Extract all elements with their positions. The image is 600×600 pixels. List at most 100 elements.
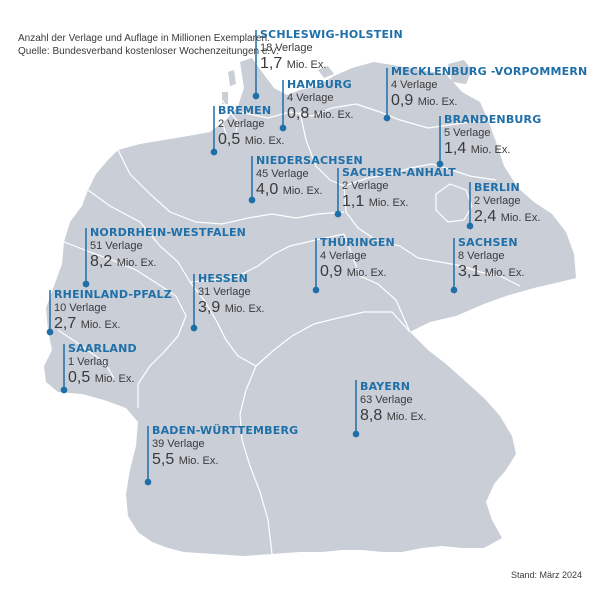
circulation-value: 0,5 xyxy=(68,369,91,386)
state-name: SCHLESWIG-HOLSTEIN xyxy=(260,28,403,41)
state-name: SAARLAND xyxy=(68,342,137,355)
publisher-count: 2 Verlage xyxy=(474,195,521,207)
circulation-unit: Mio. Ex. xyxy=(244,135,285,147)
state-name: RHEINLAND-PFALZ xyxy=(54,288,172,301)
circulation: 0,5 Mio. Ex. xyxy=(68,369,137,388)
publisher-count: 39 Verlage xyxy=(152,438,205,450)
publisher-count: 45 Verlage xyxy=(256,168,309,180)
circulation: 8,2 Mio. Ex. xyxy=(90,253,246,272)
circulation-unit: Mio. Ex. xyxy=(178,455,219,467)
circulation-value: 2,7 xyxy=(54,315,77,332)
state-name: MECKLENBURG -VORPOMMERN xyxy=(391,65,588,78)
circulation-unit: Mio. Ex. xyxy=(286,59,327,71)
circulation-value: 1,4 xyxy=(444,140,467,157)
germany-outline xyxy=(44,58,576,556)
circulation-unit: Mio. Ex. xyxy=(470,144,511,156)
circulation: 2,7 Mio. Ex. xyxy=(54,315,172,334)
publisher-count: 31 Verlage xyxy=(198,286,251,298)
label-sachsen: SACHSEN 8 Verlage 3,1 Mio. Ex. xyxy=(458,236,524,282)
publisher-count: 51 Verlage xyxy=(90,240,143,252)
state-name: BRANDENBURG xyxy=(444,113,542,126)
fehmarn-island xyxy=(318,66,334,78)
circulation: 2,4 Mio. Ex. xyxy=(474,208,540,227)
label-baden-wuerttemberg: BADEN-WÜRTTEMBERG 39 Verlage 5,5 Mio. Ex… xyxy=(152,424,298,470)
state-name: HESSEN xyxy=(198,272,248,285)
state-name: BADEN-WÜRTTEMBERG xyxy=(152,424,299,437)
state-name: BAYERN xyxy=(360,380,411,393)
circulation-unit: Mio. Ex. xyxy=(484,267,525,279)
state-name: BERLIN xyxy=(474,181,520,194)
state-name: NIEDERSACHSEN xyxy=(256,154,363,167)
circulation-unit: Mio. Ex. xyxy=(116,257,157,269)
label-bremen: BREMEN 2 Verlage 0,5 Mio. Ex. xyxy=(218,104,284,150)
circulation: 0,8 Mio. Ex. xyxy=(287,105,353,124)
circulation-value: 0,8 xyxy=(287,105,310,122)
state-name: BREMEN xyxy=(218,104,272,117)
circulation: 1,7 Mio. Ex. xyxy=(260,55,403,74)
publisher-count: 4 Verlage xyxy=(391,79,438,91)
circulation-value: 4,0 xyxy=(256,181,279,198)
circulation: 1,1 Mio. Ex. xyxy=(342,193,456,212)
label-mecklenburg-vorpommern: MECKLENBURG -VORPOMMERN 4 Verlage 0,9 Mi… xyxy=(391,65,587,111)
circulation-value: 3,1 xyxy=(458,263,481,280)
circulation: 3,1 Mio. Ex. xyxy=(458,263,524,282)
circulation-unit: Mio. Ex. xyxy=(94,373,135,385)
ruegen-island xyxy=(448,60,472,84)
circulation: 0,9 Mio. Ex. xyxy=(391,92,587,111)
circulation: 8,8 Mio. Ex. xyxy=(360,407,426,426)
circulation-value: 8,2 xyxy=(90,253,113,270)
circulation-value: 0,9 xyxy=(391,92,414,109)
map-header: Anzahl der Verlage und Auflage in Millio… xyxy=(18,32,279,58)
circulation-value: 1,7 xyxy=(260,55,283,72)
label-brandenburg: BRANDENBURG 5 Verlage 1,4 Mio. Ex. xyxy=(444,113,541,159)
circulation-unit: Mio. Ex. xyxy=(417,96,458,108)
label-schleswig-holstein: SCHLESWIG-HOLSTEIN 18 Verlage 1,7 Mio. E… xyxy=(260,28,403,74)
circulation: 5,5 Mio. Ex. xyxy=(152,451,298,470)
publisher-count: 5 Verlage xyxy=(444,127,491,139)
label-niedersachsen: NIEDERSACHSEN 45 Verlage 4,0 Mio. Ex. xyxy=(256,154,363,200)
circulation-unit: Mio. Ex. xyxy=(368,197,409,209)
publisher-count: 10 Verlage xyxy=(54,302,107,314)
label-hamburg: HAMBURG 4 Verlage 0,8 Mio. Ex. xyxy=(287,78,353,124)
circulation: 4,0 Mio. Ex. xyxy=(256,181,363,200)
state-name: SACHSEN-ANHALT xyxy=(342,166,456,179)
map-source: Quelle: Bundesverband kostenloser Wochen… xyxy=(18,46,279,57)
circulation-unit: Mio. Ex. xyxy=(386,411,427,423)
state-name: NORDRHEIN-WESTFALEN xyxy=(90,226,247,239)
publisher-count: 18 Verlage xyxy=(260,42,313,54)
circulation: 0,5 Mio. Ex. xyxy=(218,131,284,150)
pointers xyxy=(46,30,474,486)
state-name: HAMBURG xyxy=(287,78,352,91)
label-thueringen: THÜRINGEN 4 Verlage 0,9 Mio. Ex. xyxy=(320,236,395,282)
circulation-unit: Mio. Ex. xyxy=(80,319,121,331)
circulation-value: 2,4 xyxy=(474,208,497,225)
circulation-unit: Mio. Ex. xyxy=(313,109,354,121)
label-sachsen-anhalt: SACHSEN-ANHALT 2 Verlage 1,1 Mio. Ex. xyxy=(342,166,456,212)
circulation-value: 5,5 xyxy=(152,451,175,468)
label-hessen: HESSEN 31 Verlage 3,9 Mio. Ex. xyxy=(198,272,264,318)
circulation: 1,4 Mio. Ex. xyxy=(444,140,541,159)
circulation-unit: Mio. Ex. xyxy=(500,212,541,224)
circulation-value: 0,5 xyxy=(218,131,241,148)
circulation-unit: Mio. Ex. xyxy=(224,303,265,315)
publisher-count: 63 Verlage xyxy=(360,394,413,406)
circulation-unit: Mio. Ex. xyxy=(282,185,323,197)
circulation-value: 0,9 xyxy=(320,263,343,280)
label-rheinland-pfalz: RHEINLAND-PFALZ 10 Verlage 2,7 Mio. Ex. xyxy=(54,288,172,334)
north-frisian-islands xyxy=(222,70,236,104)
circulation-value: 3,9 xyxy=(198,299,221,316)
publisher-count: 4 Verlage xyxy=(320,250,367,262)
publisher-count: 8 Verlage xyxy=(458,250,505,262)
circulation-unit: Mio. Ex. xyxy=(346,267,387,279)
stand-date: Stand: März 2024 xyxy=(510,570,582,580)
circulation-value: 8,8 xyxy=(360,407,383,424)
map-subtitle: Anzahl der Verlage und Auflage in Millio… xyxy=(18,33,270,44)
circulation: 3,9 Mio. Ex. xyxy=(198,299,264,318)
state-name: SACHSEN xyxy=(458,236,518,249)
publisher-count: 2 Verlage xyxy=(342,180,389,192)
publisher-count: 2 Verlage xyxy=(218,118,265,130)
publisher-count: 4 Verlage xyxy=(287,92,334,104)
circulation: 0,9 Mio. Ex. xyxy=(320,263,395,282)
publisher-count: 1 Verlag xyxy=(68,356,109,368)
label-bayern: BAYERN 63 Verlage 8,8 Mio. Ex. xyxy=(360,380,426,426)
